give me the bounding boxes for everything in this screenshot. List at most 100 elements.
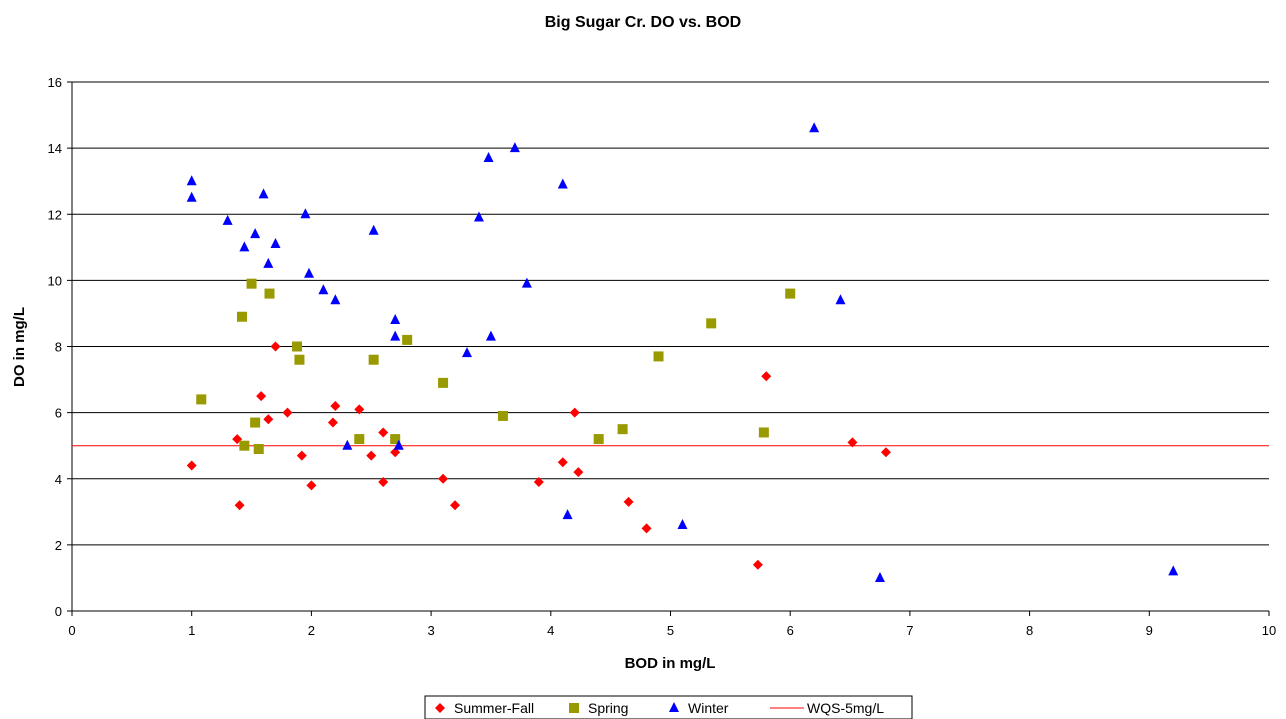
spring-point <box>253 443 264 454</box>
spring-point <box>236 311 247 322</box>
summer-fall-point <box>327 417 338 428</box>
summer-fall-point <box>557 457 568 468</box>
x-tick-label: 5 <box>667 623 674 638</box>
summer-fall-point <box>263 414 274 425</box>
winter-point <box>342 439 353 450</box>
summer-fall-point <box>641 523 652 534</box>
winter-point <box>186 175 197 186</box>
spring-point <box>653 351 664 362</box>
x-tick-label: 0 <box>68 623 75 638</box>
winter-point <box>300 208 311 219</box>
spring-point <box>239 440 250 451</box>
y-tick-label: 6 <box>55 406 62 421</box>
summer-fall-point <box>256 391 267 402</box>
winter-point <box>393 439 404 450</box>
winter-point <box>521 277 532 288</box>
spring-point <box>706 318 717 329</box>
summer-fall-point <box>880 447 891 458</box>
winter-point <box>557 178 568 189</box>
x-tick-label: 4 <box>547 623 554 638</box>
winter-point <box>462 347 473 358</box>
x-tick-label: 7 <box>906 623 913 638</box>
x-axis-title: BOD in mg/L <box>625 655 716 672</box>
winter-point <box>250 228 261 239</box>
spring-point <box>390 434 401 445</box>
summer-fall-point <box>378 477 389 488</box>
summer-fall-point <box>569 407 580 418</box>
winter-point <box>318 284 329 295</box>
summer-fall-point <box>306 480 317 491</box>
summer-fall-point <box>330 401 341 412</box>
y-tick-label: 8 <box>55 340 62 355</box>
winter-point <box>239 241 250 252</box>
winter-point <box>483 152 494 163</box>
summer-fall-point <box>296 450 307 461</box>
summer-fall-point <box>366 450 377 461</box>
summer-fall-point <box>282 407 293 418</box>
spring-point <box>294 354 305 365</box>
x-tick-label: 8 <box>1026 623 1033 638</box>
y-tick-label: 12 <box>48 207 62 222</box>
winter-point <box>874 571 885 582</box>
summer-fall-point <box>270 341 281 352</box>
chart-title: Big Sugar Cr. DO vs. BOD <box>545 14 741 31</box>
winter-point <box>835 294 846 305</box>
spring-point <box>196 394 207 405</box>
summer-fall-point <box>438 473 449 484</box>
spring-point <box>402 334 413 345</box>
winter-point <box>809 122 820 133</box>
x-tick-label: 6 <box>787 623 794 638</box>
spring-point <box>368 354 379 365</box>
y-tick-label: 0 <box>55 604 62 619</box>
winter-point <box>186 191 197 202</box>
winter-point <box>263 257 274 268</box>
spring-point <box>617 424 628 435</box>
winter-point <box>390 330 401 341</box>
summer-fall-point <box>573 467 584 478</box>
spring-point <box>264 288 275 299</box>
winter-point <box>509 142 520 153</box>
winter-point <box>1168 565 1179 576</box>
winter-point <box>677 519 688 530</box>
legend-marker <box>435 703 445 713</box>
x-tick-label: 2 <box>308 623 315 638</box>
winter-point <box>330 294 341 305</box>
summer-fall-point <box>378 427 389 438</box>
x-tick-label: 1 <box>188 623 195 638</box>
y-tick-label: 4 <box>55 472 62 487</box>
summer-fall-point <box>450 500 461 511</box>
winter-point <box>270 238 281 249</box>
gridlines <box>72 81 1269 546</box>
y-tick-labels: 0 2 4 6 8 10 12 14 16 <box>48 75 62 619</box>
spring-point <box>785 288 796 299</box>
winter-point <box>368 224 379 235</box>
winter-point <box>222 214 233 225</box>
spring-point <box>292 341 303 352</box>
x-tick-label: 3 <box>427 623 434 638</box>
summer-fall-point <box>390 447 401 458</box>
summer-fall-point <box>186 460 197 471</box>
summer-fall-point <box>354 404 365 415</box>
spring-point <box>758 427 769 438</box>
spring-point <box>593 434 604 445</box>
legend-label: WQS-5mg/L <box>807 700 884 716</box>
legend-label: Spring <box>588 700 628 716</box>
winter-point <box>304 267 315 278</box>
data-points <box>186 122 1179 582</box>
winter-point <box>485 330 496 341</box>
legend-label: Summer-Fall <box>454 700 534 716</box>
spring-point <box>250 417 261 428</box>
x-tick-label: 10 <box>1262 623 1276 638</box>
winter-point <box>258 188 269 199</box>
summer-fall-point <box>761 371 772 382</box>
spring-point <box>354 434 365 445</box>
y-tick-label: 14 <box>48 141 62 156</box>
summer-fall-point <box>847 437 858 448</box>
legend-marker <box>669 702 679 712</box>
y-tick-label: 10 <box>48 273 62 288</box>
legend-box <box>424 695 913 719</box>
summer-fall-point <box>234 500 245 511</box>
x-tick-labels: 0 1 2 3 4 5 6 7 8 9 10 <box>68 623 1276 638</box>
spring-point <box>438 377 449 388</box>
